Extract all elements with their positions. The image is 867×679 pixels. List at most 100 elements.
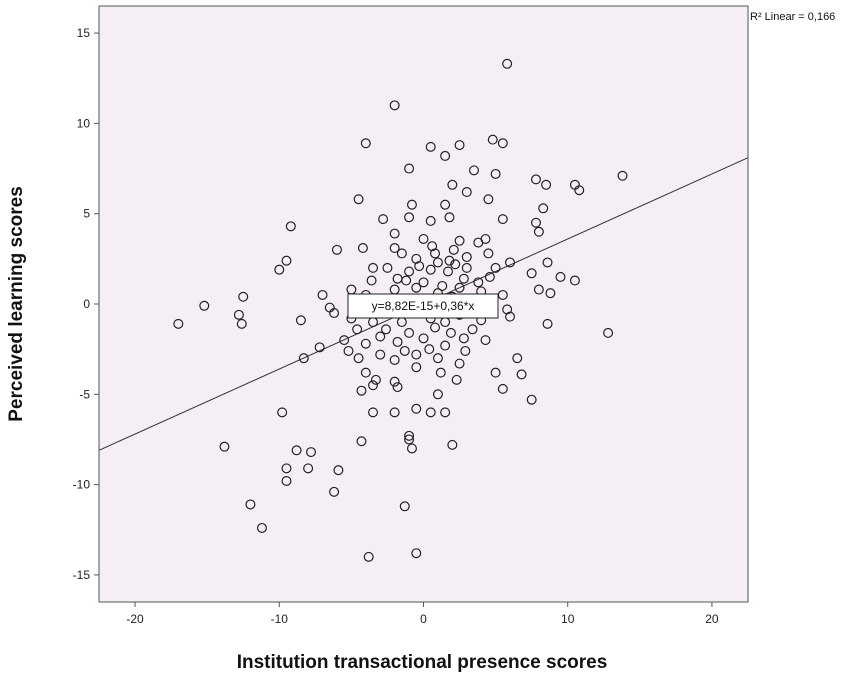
- data-point: [569, 275, 580, 286]
- data-point: [526, 394, 537, 405]
- data-point: [444, 212, 455, 223]
- data-point: [454, 140, 465, 151]
- data-point: [505, 257, 516, 268]
- data-point: [425, 141, 436, 152]
- data-point: [461, 262, 472, 273]
- data-point: [360, 367, 371, 378]
- data-point: [389, 228, 400, 239]
- data-point: [317, 289, 328, 300]
- data-point: [432, 389, 443, 400]
- data-point: [440, 340, 451, 351]
- data-point: [333, 465, 344, 476]
- data-point: [404, 266, 415, 277]
- data-point: [425, 264, 436, 275]
- data-point: [425, 407, 436, 418]
- data-point: [458, 333, 469, 344]
- data-point: [461, 187, 472, 198]
- data-point: [427, 241, 438, 252]
- data-point: [530, 174, 541, 185]
- data-point: [425, 215, 436, 226]
- data-point: [502, 58, 513, 69]
- y-tick-label: -15: [73, 568, 91, 582]
- data-point: [389, 354, 400, 365]
- data-point: [274, 264, 285, 275]
- data-point: [375, 349, 386, 360]
- data-point: [484, 271, 495, 282]
- data-point: [454, 358, 465, 369]
- data-point: [238, 291, 249, 302]
- data-point: [516, 369, 527, 380]
- data-point: [399, 501, 410, 512]
- data-point: [329, 486, 340, 497]
- data-point: [418, 333, 429, 344]
- data-point: [450, 259, 461, 270]
- data-point: [490, 262, 501, 273]
- data-point: [368, 380, 379, 391]
- data-point: [541, 179, 552, 190]
- data-point: [542, 257, 553, 268]
- data-point: [353, 194, 364, 205]
- data-point: [497, 138, 508, 149]
- data-point: [443, 266, 454, 277]
- data-point: [382, 262, 393, 273]
- data-point: [545, 288, 556, 299]
- data-point: [281, 255, 292, 266]
- data-point: [404, 212, 415, 223]
- data-point: [404, 430, 415, 441]
- y-tick-label: 5: [83, 207, 90, 221]
- data-point: [392, 336, 403, 347]
- data-point: [236, 318, 247, 329]
- data-point: [368, 407, 379, 418]
- equation-box-frame: [347, 293, 499, 319]
- data-point: [331, 244, 342, 255]
- data-point: [277, 407, 288, 418]
- data-point: [483, 248, 494, 259]
- data-point: [404, 163, 415, 174]
- y-tick-label: -10: [73, 478, 91, 492]
- data-point: [432, 353, 443, 364]
- data-point: [467, 324, 478, 335]
- data-point: [418, 277, 429, 288]
- equation-label: y=8,82E-15+0,36*x: [372, 299, 475, 313]
- data-point: [363, 551, 374, 562]
- data-point: [574, 185, 585, 196]
- data-point: [530, 217, 541, 228]
- data-point: [435, 367, 446, 378]
- data-point: [411, 282, 422, 293]
- data-point: [392, 273, 403, 284]
- data-point: [360, 138, 371, 149]
- data-point: [448, 244, 459, 255]
- data-point: [411, 548, 422, 559]
- data-point: [497, 214, 508, 225]
- data-point: [173, 318, 184, 329]
- x-tick-label: -20: [126, 612, 144, 626]
- data-point: [461, 252, 472, 263]
- data-point: [404, 327, 415, 338]
- data-point: [343, 345, 354, 356]
- data-point: [473, 277, 484, 288]
- data-point: [617, 170, 628, 181]
- data-point: [533, 226, 544, 237]
- data-point: [418, 233, 429, 244]
- data-point: [555, 271, 566, 282]
- data-point: [285, 221, 296, 232]
- data-point: [451, 374, 462, 385]
- data-point: [360, 338, 371, 349]
- data-point: [406, 199, 417, 210]
- data-point: [339, 335, 350, 346]
- data-point: [468, 165, 479, 176]
- x-tick-label: 0: [420, 612, 427, 626]
- data-point: [353, 353, 364, 364]
- x-axis-title: Institution transactional presence score…: [237, 652, 608, 673]
- data-point: [447, 179, 458, 190]
- data-point: [233, 309, 244, 320]
- data-point: [281, 475, 292, 486]
- data-point: [497, 383, 508, 394]
- data-point: [306, 447, 317, 458]
- data-point: [533, 284, 544, 295]
- data-point: [411, 403, 422, 414]
- y-tick-label: 15: [77, 26, 91, 40]
- data-point: [512, 353, 523, 364]
- data-point: [480, 233, 491, 244]
